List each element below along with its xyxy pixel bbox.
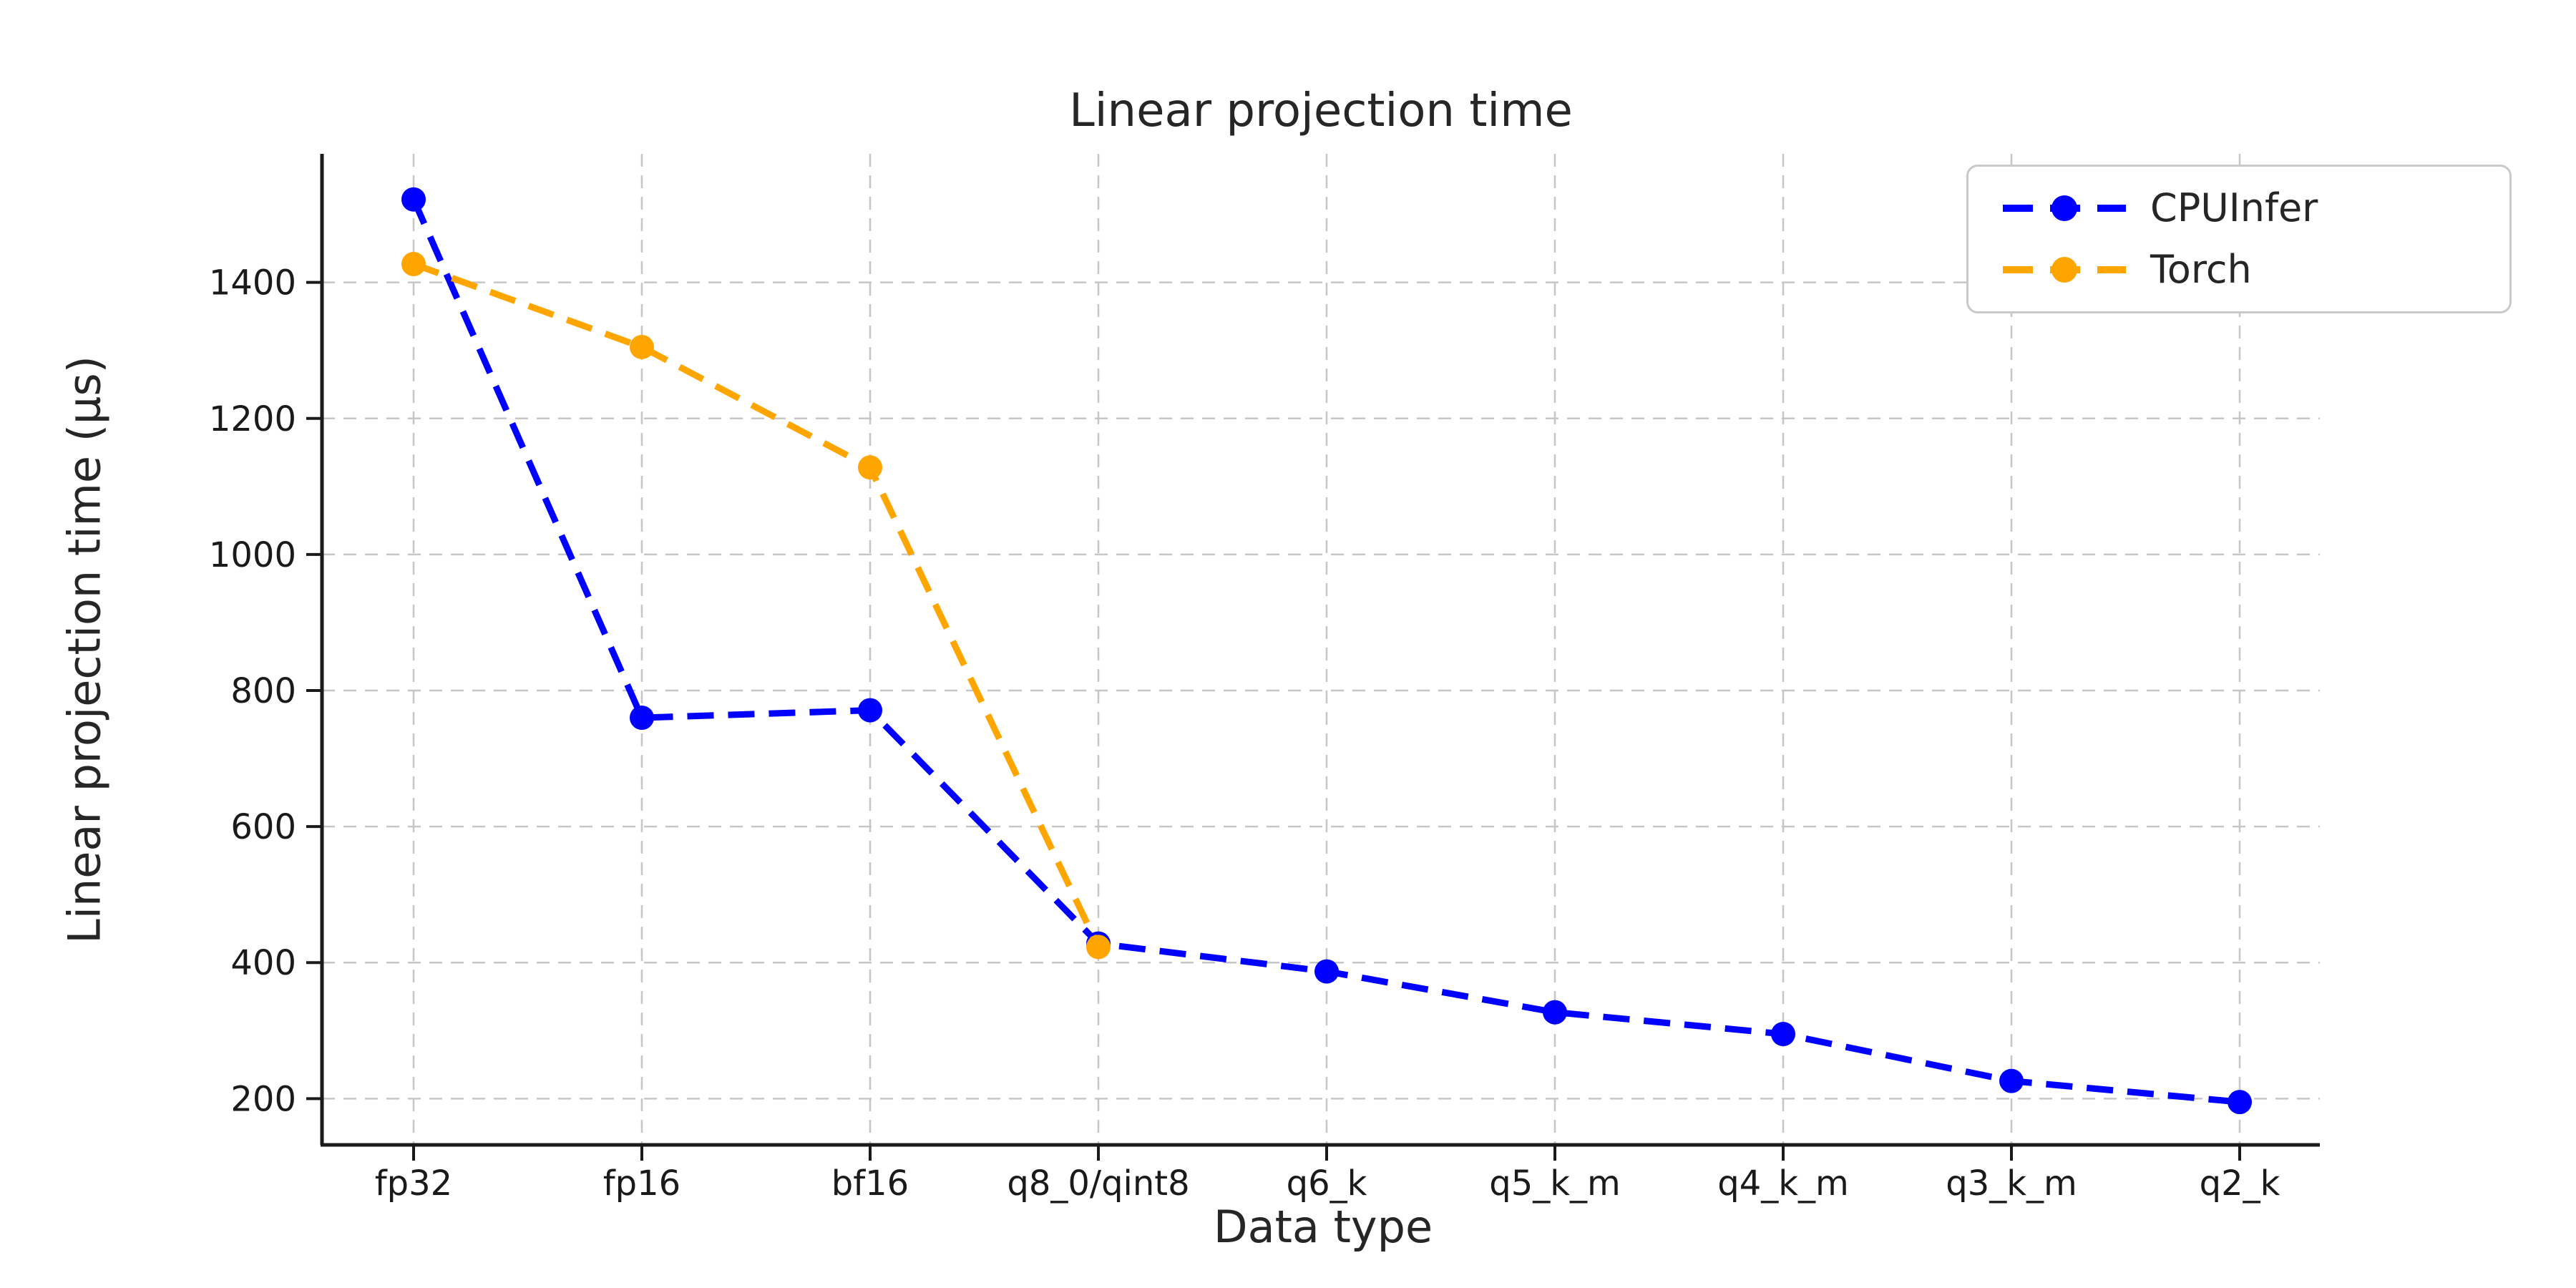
x-tick-label: fp32 [375,1163,452,1204]
x-tick-label: q5_k_m [1489,1163,1621,1204]
data-point-cpuinfer [1314,959,1339,984]
y-tick-label: 600 [230,807,296,847]
legend-row-cpuinfer: CPUInfer [2000,189,2509,228]
data-point-cpuinfer [630,706,654,731]
x-tick-label: bf16 [831,1163,909,1204]
x-tick-label: q6_k [1287,1163,1367,1204]
data-point-cpuinfer [1999,1068,2024,1093]
y-tick-label: 200 [230,1079,296,1119]
data-point-torch [1086,935,1111,960]
x-tick-label: q3_k_m [1946,1163,2077,1204]
legend-line-sample-icon [2003,195,2126,222]
x-axis-label: Data type [1213,1201,1433,1253]
y-tick-label: 1000 [209,535,296,575]
data-point-cpuinfer [1543,1000,1567,1025]
series-line-torch [412,260,1102,949]
legend-label: CPUInfer [2150,185,2318,231]
x-tick-label: q4_k_m [1717,1163,1849,1204]
data-point-torch [630,334,654,359]
x-tick-label: q8_0/qint8 [1007,1163,1189,1204]
x-tick-label: q2_k [2200,1163,2280,1204]
data-point-cpuinfer [1771,1022,1795,1047]
data-point-torch [401,251,426,276]
legend-label: Torch [2150,246,2252,292]
legend-row-torch: Torch [2000,250,2509,289]
legend-line-sample-icon [2003,256,2126,283]
y-tick-label: 400 [230,943,296,983]
data-point-cpuinfer [2228,1090,2252,1115]
chart-title: Linear projection time [1069,84,1573,137]
data-point-cpuinfer [858,698,882,723]
legend: CPUInfer Torch [1966,165,2512,313]
data-point-torch [858,455,882,480]
y-tick-label: 1200 [209,399,296,439]
data-point-cpuinfer [401,187,426,212]
y-tick-label: 800 [230,671,296,711]
x-tick-label: fp16 [603,1163,680,1204]
y-tick-label: 1400 [209,263,296,303]
